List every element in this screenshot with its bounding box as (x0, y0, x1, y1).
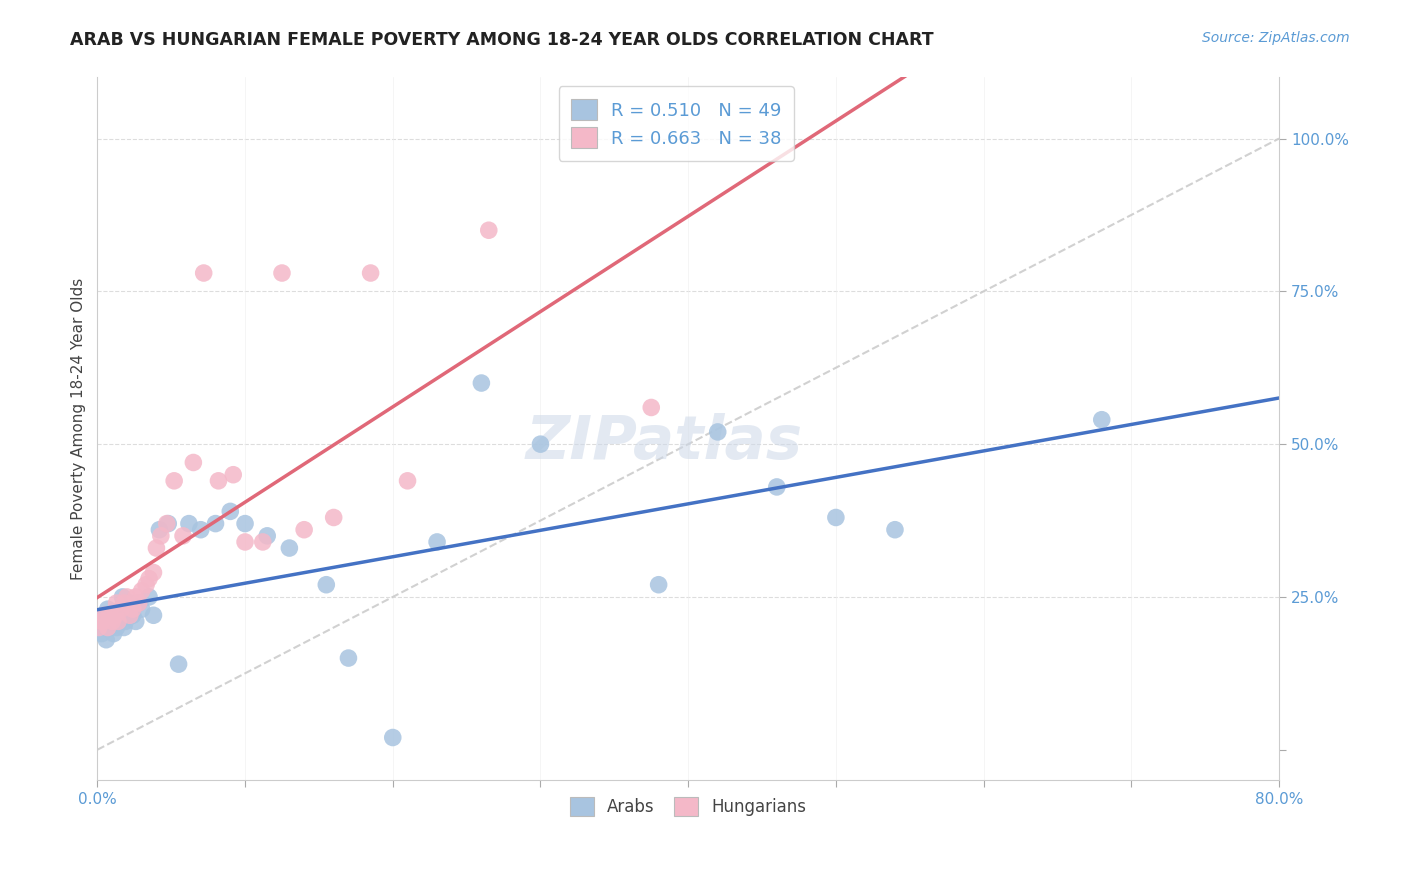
Point (177, 516, 200, 531)
Point (292, 523, 315, 537)
Point (157, 516, 180, 531)
Point (138, 572, 160, 586)
Point (640, 401, 662, 415)
Point (478, 223, 501, 237)
Point (156, 516, 179, 531)
Point (107, 615, 129, 629)
Point (110, 602, 132, 616)
Point (529, 437, 551, 451)
Point (87, 620, 110, 634)
Point (98, 615, 121, 629)
Point (101, 608, 124, 623)
Text: ARAB VS HUNGARIAN FEMALE POVERTY AMONG 18-24 YEAR OLDS CORRELATION CHART: ARAB VS HUNGARIAN FEMALE POVERTY AMONG 1… (70, 31, 934, 49)
Point (91, 608, 114, 623)
Point (825, 510, 848, 524)
Point (219, 504, 242, 518)
Point (97, 602, 120, 616)
Point (105, 620, 128, 634)
Point (125, 615, 148, 629)
Point (135, 578, 157, 592)
Point (256, 529, 278, 543)
Point (114, 615, 136, 629)
Point (142, 566, 165, 580)
Point (142, 608, 165, 623)
Point (112, 620, 135, 634)
Point (121, 608, 143, 623)
Point (271, 266, 294, 280)
Point (90, 615, 112, 629)
Point (104, 615, 127, 629)
Point (190, 523, 212, 537)
Point (204, 516, 226, 531)
Point (381, 731, 404, 745)
Point (115, 590, 138, 604)
Point (98, 608, 121, 623)
Point (172, 529, 194, 543)
Point (90, 626, 112, 640)
Point (207, 474, 229, 488)
Point (112, 596, 135, 610)
Point (222, 467, 245, 482)
Point (765, 480, 787, 494)
Point (110, 602, 132, 616)
Point (108, 615, 131, 629)
Point (163, 474, 186, 488)
Point (315, 578, 337, 592)
Point (121, 602, 143, 616)
Point (706, 425, 728, 439)
Text: Source: ZipAtlas.com: Source: ZipAtlas.com (1202, 31, 1350, 45)
Point (426, 535, 449, 549)
Point (360, 266, 382, 280)
Point (96, 632, 118, 647)
Point (115, 602, 138, 616)
Point (118, 596, 141, 610)
Point (103, 626, 125, 640)
Point (87, 620, 110, 634)
Point (167, 657, 190, 672)
Point (396, 474, 419, 488)
Point (100, 620, 122, 634)
Point (884, 523, 907, 537)
Point (107, 608, 129, 623)
Point (93, 608, 115, 623)
Point (233, 516, 256, 531)
Point (128, 596, 150, 610)
Point (193, 266, 215, 280)
Point (125, 590, 148, 604)
Point (183, 455, 205, 469)
Point (89, 615, 111, 629)
Point (138, 590, 160, 604)
Point (149, 529, 172, 543)
Legend: Arabs, Hungarians: Arabs, Hungarians (562, 789, 814, 825)
Point (337, 651, 360, 665)
Point (148, 523, 170, 537)
Point (470, 376, 492, 390)
Point (101, 615, 124, 629)
Text: ZIPatlas: ZIPatlas (526, 413, 803, 473)
Point (278, 541, 301, 555)
Point (647, 578, 669, 592)
Point (1091, 413, 1114, 427)
Y-axis label: Female Poverty Among 18-24 Year Olds: Female Poverty Among 18-24 Year Olds (72, 277, 86, 580)
Point (252, 535, 274, 549)
Point (131, 583, 153, 598)
Point (145, 541, 167, 555)
Point (131, 602, 153, 616)
Point (93, 620, 115, 634)
Point (105, 596, 128, 610)
Point (97, 620, 120, 634)
Point (322, 510, 344, 524)
Point (128, 596, 150, 610)
Point (111, 590, 134, 604)
Point (104, 608, 127, 623)
Point (118, 608, 141, 623)
Point (233, 535, 256, 549)
